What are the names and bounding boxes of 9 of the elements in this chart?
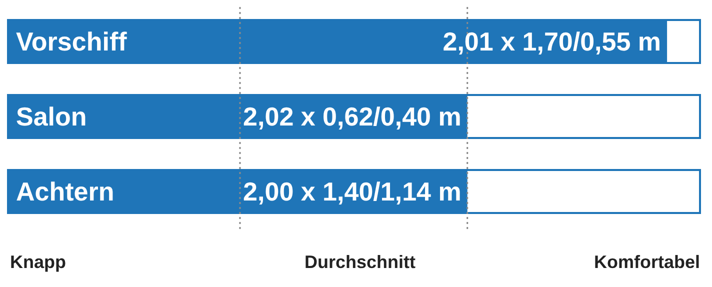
y-tick-label: Vorschiff <box>16 26 128 56</box>
annotation: 2,01 x 1,70/0,55 m <box>442 26 662 56</box>
annotation: 2,02 x 0,62/0,40 m <box>243 102 462 132</box>
y-tick-label: Achtern <box>16 176 114 206</box>
text: Durchschnitt <box>304 252 416 273</box>
text: Komfortabel <box>594 252 700 273</box>
annotation: 2,00 x 1,40/1,14 m <box>243 176 462 206</box>
y-tick-label: Salon <box>16 102 87 132</box>
text: Knapp <box>10 252 66 273</box>
